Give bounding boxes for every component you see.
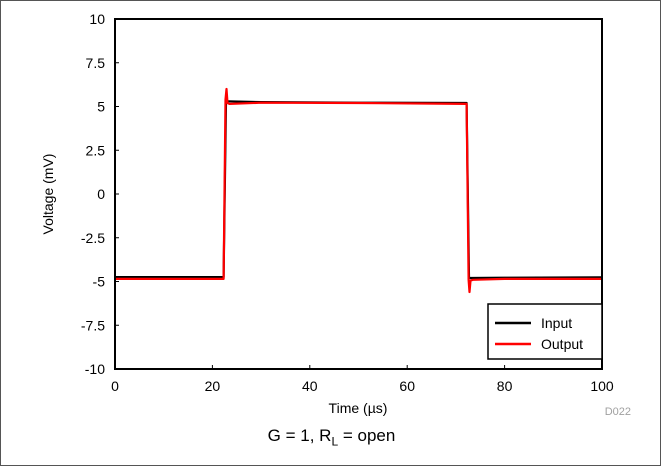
x-tick-label: 100 <box>590 378 614 394</box>
y-tick-label: 7.5 <box>86 55 106 71</box>
y-tick-label: 2.5 <box>86 142 106 158</box>
x-tick-label: 80 <box>497 378 513 394</box>
caption-main: G = 1, R <box>267 426 332 445</box>
x-tick-label: 20 <box>205 378 221 394</box>
y-tick-label: 5 <box>97 99 105 115</box>
series-layer <box>115 87 603 294</box>
series-line-output <box>115 87 602 294</box>
legend-label-input: Input <box>541 315 572 331</box>
y-tick-label: 10 <box>89 11 105 27</box>
series-line-input <box>115 100 603 280</box>
y-tick-label: -7.5 <box>81 317 105 333</box>
x-axis-title: Time (µs) <box>329 400 388 416</box>
x-tick-label: 40 <box>302 378 318 394</box>
legend: Input Output <box>487 303 603 360</box>
y-tick-label: -2.5 <box>81 230 105 246</box>
tick-labels: 0 20 40 60 80 100 10 7.5 5 2.5 0 -2.5 -5 -7.5 -10 <box>81 11 614 394</box>
caption-subscript: L <box>331 434 339 449</box>
y-axis-title: Voltage (mV) <box>40 154 56 235</box>
figure-caption: G = 1, RL = open <box>1 426 660 449</box>
figure-id: D022 <box>605 406 631 418</box>
plot-frame <box>114 18 603 370</box>
y-tick-label: -10 <box>85 361 105 377</box>
x-tick-label: 0 <box>111 378 119 394</box>
x-tick-label: 60 <box>399 378 415 394</box>
y-tick-label: 0 <box>97 186 105 202</box>
caption-suffix: = open <box>338 426 396 445</box>
legend-box <box>487 303 603 360</box>
y-tick-label: -5 <box>93 274 106 290</box>
chart: 0 20 40 60 80 100 10 7.5 5 2.5 0 -2.5 -5 -7.5 -10 Time… <box>40 11 631 418</box>
legend-label-output: Output <box>541 336 583 352</box>
